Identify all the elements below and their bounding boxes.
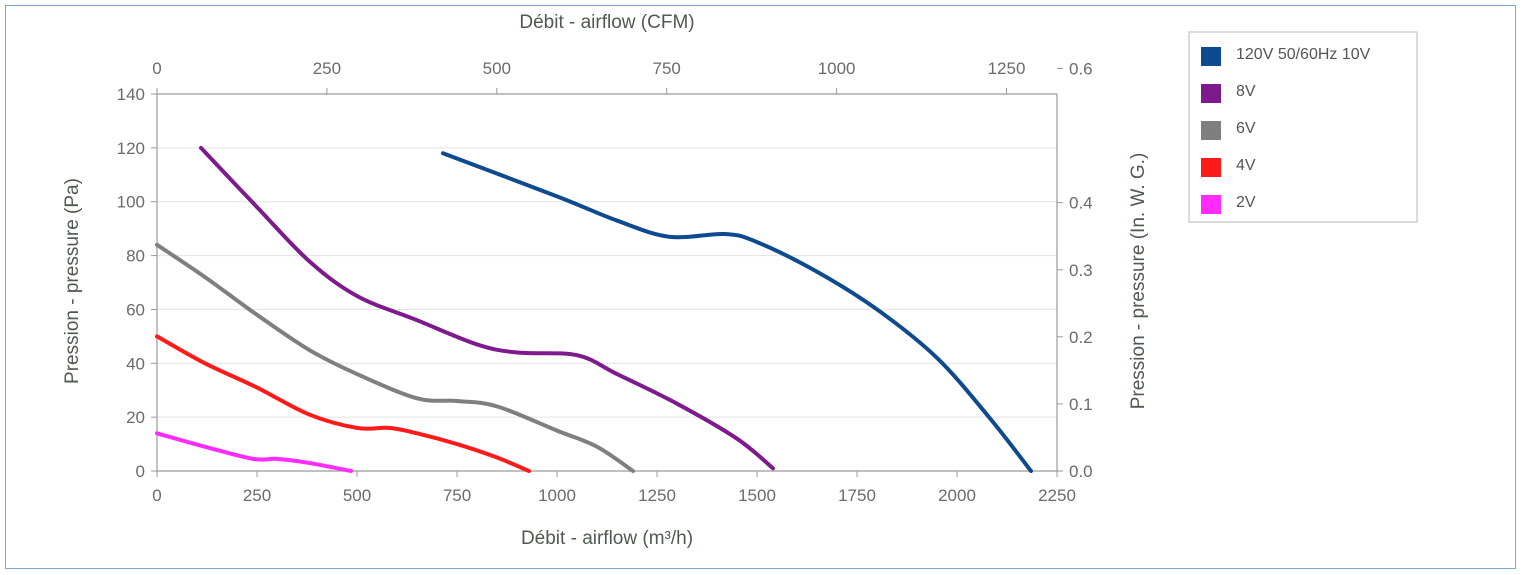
y-tick-label: 140 (117, 85, 145, 104)
y-tick-label: 80 (126, 247, 145, 266)
legend: 120V 50/60Hz 10V 8V 6V 4V 2V (1188, 31, 1418, 223)
legend-label: 8V (1236, 83, 1256, 100)
x-tick-label: 500 (343, 486, 371, 505)
axes (151, 68, 1063, 477)
performance-chart: 0 20 40 60 80 100 120 140 0 250 500 750 1000 1250 1500… (62, 12, 1418, 549)
legend-swatch (1201, 47, 1221, 66)
x2-tick-label: 1000 (818, 59, 856, 78)
legend-label: 4V (1236, 157, 1256, 174)
y-tick-label: 20 (126, 408, 145, 427)
x-tick-label: 0 (152, 486, 161, 505)
y-axis-title-left: Pression - pressure (Pa) (62, 178, 83, 384)
x-tick-label: 1250 (638, 486, 676, 505)
series-line-4v (155, 334, 531, 473)
legend-swatch (1201, 158, 1221, 177)
chart-frame: 0 20 40 60 80 100 120 140 0 250 500 750 1000 1250 1500… (5, 5, 1516, 569)
legend-swatch (1201, 84, 1221, 103)
series-line-2v (155, 431, 353, 473)
x-tick-label: 1500 (738, 486, 776, 505)
x2-tick-label: 0 (152, 59, 161, 78)
x2-tick-label: 750 (653, 59, 681, 78)
legend-box (1188, 31, 1418, 223)
y-axis-title-right: Pression - pressure (In. W. G.) (1128, 153, 1149, 410)
y2-tick-label: 0.4 (1069, 194, 1093, 213)
y-tick-label: 0 (136, 462, 145, 481)
x-axis-title-bottom: Débit - airflow (m³/h) (521, 528, 693, 549)
x2-tick-label: 250 (313, 59, 341, 78)
series-line-8v (199, 145, 775, 471)
y-tick-label: 120 (117, 139, 145, 158)
grid (157, 93, 1057, 472)
x-tick-label: 2000 (938, 486, 976, 505)
x-tick-label: 1750 (838, 486, 876, 505)
y2-tick-label: 0.3 (1069, 261, 1093, 280)
series-lines (155, 145, 1033, 473)
series-line-6v (155, 242, 635, 473)
y2-tick-label: 0.6 (1069, 60, 1093, 79)
series-line-120v-50-60hz-10v (441, 151, 1033, 473)
legend-swatch (1201, 121, 1221, 140)
y-tick-label: 40 (126, 354, 145, 373)
y-tick-label: 100 (117, 193, 145, 212)
legend-label: 2V (1236, 194, 1256, 211)
x2-tick-label: 1250 (988, 59, 1026, 78)
tick-labels: 0 20 40 60 80 100 120 140 0 250 500 750 1000 1250 1500… (117, 59, 1093, 505)
y2-tick-label: 0.2 (1069, 328, 1093, 347)
x-tick-label: 250 (243, 486, 271, 505)
x-tick-label: 750 (443, 486, 471, 505)
legend-swatch (1201, 195, 1221, 214)
y2-tick-label: 0.0 (1069, 462, 1093, 481)
x-tick-label: 1000 (538, 486, 576, 505)
y2-tick-label: 0.1 (1069, 395, 1093, 414)
x-axis-title-top: Débit - airflow (CFM) (519, 12, 694, 33)
legend-label: 120V 50/60Hz 10V (1236, 46, 1371, 63)
legend-items: 120V 50/60Hz 10V 8V 6V 4V 2V (1201, 46, 1371, 214)
y-tick-label: 60 (126, 300, 145, 319)
x2-tick-label: 500 (483, 59, 511, 78)
legend-label: 6V (1236, 120, 1256, 137)
x-tick-label: 2250 (1038, 486, 1076, 505)
